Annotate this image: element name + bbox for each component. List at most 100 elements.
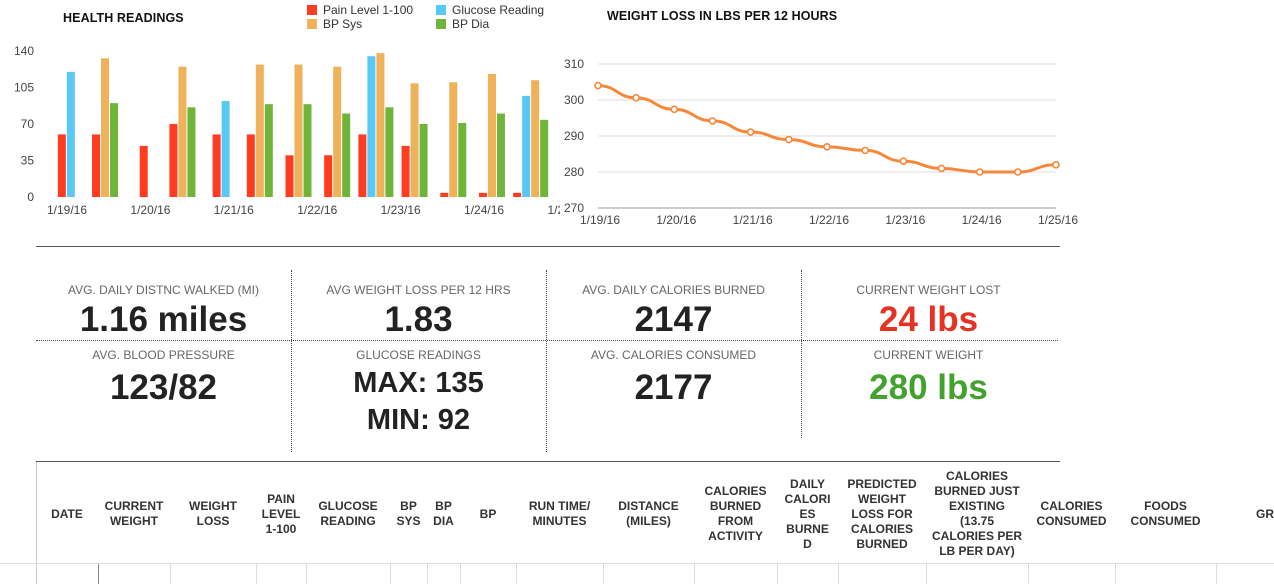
column-header-text: READING (320, 514, 376, 528)
column-header-text: WEIGHT (189, 499, 237, 513)
bar-pain-level-1-100 (169, 124, 178, 197)
legend-swatch-bp-sys (307, 19, 317, 29)
column-header[interactable]: DAILY CALORI ES BURNE D (777, 466, 838, 562)
table-column-line (427, 564, 428, 584)
x-tick-label: 1/22/16 (297, 203, 337, 217)
kpi-row-divider (36, 340, 1058, 341)
bar-bp-dia (540, 119, 549, 197)
column-header-text: FROM (717, 514, 754, 528)
legend-label-glucose: Glucose Reading (452, 3, 545, 17)
legend-item-glucose: Glucose Reading (436, 3, 544, 17)
column-header[interactable]: BP DIA (427, 466, 460, 562)
table-date-column-line (98, 564, 99, 584)
legend-swatch-pain (307, 5, 317, 15)
column-header-text: DATE (51, 506, 83, 521)
column-header[interactable]: DISTANCE (MILES) (603, 466, 694, 562)
x-tick-label: 1/24/16 (464, 203, 504, 217)
table-column-line (460, 564, 461, 584)
column-header[interactable]: GR (1216, 466, 1274, 562)
health-chart-title: HEALTH READINGS (63, 11, 184, 25)
table-column-line (694, 564, 695, 584)
column-header[interactable]: FOODS CONSUMED (1115, 466, 1216, 562)
table-column-line (390, 564, 391, 584)
column-header[interactable]: BP (460, 466, 516, 562)
y-tick-label: 35 (21, 154, 35, 168)
weight-loss-chart: 270 280 290 300 310 1/19/16 1/20/16 1/21/16 1/22… (564, 57, 1078, 227)
table-column-line (1216, 564, 1217, 584)
y-tick-label: 140 (14, 44, 34, 58)
bar-bp-sys (178, 66, 187, 197)
bar-pain-level-1-100 (285, 155, 294, 197)
column-header-text: 1-100 (265, 521, 297, 536)
column-header-text: PAIN (267, 491, 295, 506)
column-header[interactable]: CALORIES CONSUMED (1028, 466, 1115, 562)
table-column-line (838, 564, 839, 584)
kpi-label-blood-pressure: AVG. BLOOD PRESSURE (92, 348, 235, 362)
y-tick-label: 105 (14, 81, 34, 95)
column-header-text: (13.75 (959, 514, 994, 528)
bar-bp-sys (101, 58, 110, 197)
bar-glucose-reading (367, 56, 376, 197)
column-header-text: GLUCOSE (318, 499, 378, 513)
bar-pain-level-1-100 (324, 155, 333, 197)
column-header[interactable]: WEIGHT LOSS (170, 466, 256, 562)
bar-pain-level-1-100 (401, 145, 410, 197)
bar-bp-sys (255, 64, 264, 197)
column-header-text: CALORIES PER (931, 529, 1022, 543)
weight-point (1052, 161, 1060, 169)
weight-point (823, 143, 831, 151)
bar-pain-level-1-100 (246, 134, 255, 197)
bar-pain-level-1-100 (57, 134, 66, 197)
y-tick-label: 0 (27, 190, 34, 204)
bar-bp-sys (487, 73, 496, 197)
weight-point (632, 94, 640, 102)
x-tick-label: 1/23/16 (381, 203, 421, 217)
table-column-line (926, 564, 927, 584)
weight-point (937, 164, 946, 173)
column-header[interactable]: GLUCOSE READING (306, 466, 390, 562)
column-header[interactable]: CALORIES BURNED JUST EXISTING (13.75 CALORIE… (926, 466, 1028, 562)
y-tick-label: 280 (564, 165, 584, 179)
kpi-label-calories-consumed: AVG. CALORIES CONSUMED (590, 348, 757, 362)
column-header-text: LOSS (196, 514, 230, 528)
weight-point (708, 117, 717, 125)
kpi-value-current-weight-lost: 24 lbs (878, 300, 979, 339)
charts-divider (36, 246, 1060, 247)
kpi-value-glucose-min: MIN: 92 (366, 404, 471, 436)
legend-label-pain: Pain Level 1-100 (323, 3, 414, 17)
column-header-text: PREDICTED (847, 476, 917, 491)
bar-bp-dia (419, 124, 428, 197)
column-header[interactable]: BP SYS (390, 466, 427, 562)
table-column-line (170, 564, 171, 584)
column-header-text: (MILES) (626, 514, 671, 528)
kpi-value-current-weight: 280 lbs (869, 368, 988, 407)
bar-glucose-reading (66, 71, 75, 197)
x-tick-label: 1/21/16 (733, 213, 773, 227)
column-header[interactable]: CALORIES BURNED FROM ACTIVITY (694, 466, 777, 562)
table-column-line (256, 564, 257, 584)
kpi-divider-1 (291, 270, 292, 452)
column-header-text: LOSS FOR (851, 506, 913, 521)
health-readings-chart: 0 35 70 105 140 1/19/16 1/20/16 1/21/16 1/22/16 1… (14, 44, 560, 217)
column-header-text: GR (1256, 506, 1274, 521)
column-header[interactable]: PAIN LEVEL 1-100 (256, 466, 306, 562)
x-tick-label: 1/24/16 (962, 213, 1002, 227)
table-column-line (1028, 564, 1029, 584)
weight-point (1014, 168, 1022, 176)
weight-point (746, 128, 755, 136)
kpi-label-current-weight-lost: CURRENT WEIGHT LOST (856, 283, 1001, 297)
column-header[interactable]: PREDICTED WEIGHT LOSS FOR CALORIES BURNED (838, 466, 926, 562)
column-header-text: SYS (396, 514, 421, 528)
kpi-value-calories-burned: 2147 (634, 300, 713, 339)
x-tick-label: 1/20/16 (656, 213, 696, 227)
column-header-text: LEVEL (261, 506, 301, 521)
column-header[interactable]: DATE (36, 466, 98, 562)
x-tick-label: 1/20/16 (130, 203, 170, 217)
column-header[interactable]: CURRENT WEIGHT (98, 466, 170, 562)
weight-point (975, 168, 984, 176)
column-header-text: WEIGHT (858, 491, 906, 506)
column-header[interactable]: RUN TIME/MINUTES (516, 466, 603, 562)
kpi-label-current-weight: CURRENT WEIGHT (873, 348, 984, 362)
column-header-text: FOODS (1144, 499, 1187, 513)
bar-bp-sys (449, 82, 458, 197)
